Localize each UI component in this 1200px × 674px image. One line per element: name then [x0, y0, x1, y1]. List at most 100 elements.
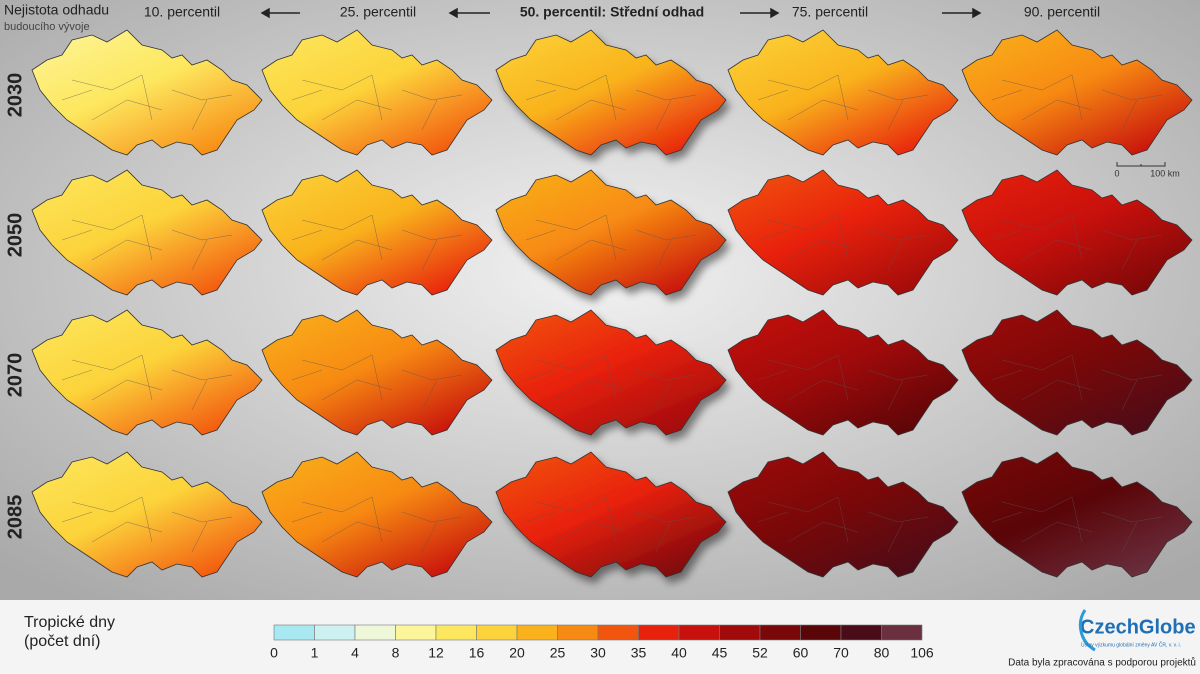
legend-tick-label: 60 — [793, 645, 809, 661]
map-area — [961, 451, 1193, 578]
legend-swatch — [273, 624, 315, 641]
country-map — [495, 169, 727, 296]
region-borders — [757, 74, 929, 131]
country-map — [727, 29, 959, 156]
legend-tick-label: 30 — [590, 645, 606, 661]
column-label: 10. percentil — [144, 4, 220, 20]
country-map — [961, 29, 1193, 156]
legend-swatch — [678, 624, 720, 641]
legend-swatch — [476, 624, 518, 641]
country-map — [961, 169, 1193, 296]
country-map — [727, 309, 959, 436]
legend-tick-label: 4 — [351, 645, 359, 661]
region-borders — [991, 496, 1163, 553]
region-borders — [525, 354, 697, 411]
region-borders — [61, 496, 233, 553]
map-area — [261, 451, 493, 578]
legend-swatch — [435, 624, 477, 641]
legend-tick-label: 20 — [509, 645, 525, 661]
map-area — [31, 451, 263, 578]
map-area — [495, 451, 727, 578]
region-borders — [61, 214, 233, 271]
country-map — [495, 29, 727, 156]
region-borders — [991, 74, 1163, 131]
country-map — [261, 451, 493, 578]
map-area — [961, 169, 1193, 296]
map-area — [31, 169, 263, 296]
region-borders — [291, 214, 463, 271]
map-area — [727, 29, 959, 156]
map-area — [261, 29, 493, 156]
arrows — [260, 7, 982, 19]
country-map — [495, 451, 727, 578]
country-map — [261, 29, 493, 156]
region-borders — [291, 74, 463, 131]
legend-swatch — [516, 624, 558, 641]
map-area — [261, 169, 493, 296]
region-borders — [291, 496, 463, 553]
legend: 0 1 4 8 12 16 20 25 30 35 40 45 52 60 70 80 106 — [270, 624, 934, 661]
logo-arc — [1078, 609, 1096, 652]
region-borders — [525, 214, 697, 271]
legend-swatch — [354, 624, 396, 641]
legend-swatch — [638, 624, 680, 641]
legend-tick-label: 106 — [910, 645, 934, 661]
legend-swatch — [395, 624, 437, 641]
header-subtitle: budoucího vývoje — [4, 21, 90, 33]
legend-swatch — [759, 624, 801, 641]
legend-swatch — [314, 624, 356, 641]
legend-swatch — [557, 624, 599, 641]
map-area — [727, 451, 959, 578]
country-map — [31, 29, 263, 156]
column-label: 75. percentil — [792, 4, 868, 20]
legend-tick-label: 8 — [392, 645, 400, 661]
region-borders — [525, 496, 697, 553]
legend-tick-label: 45 — [712, 645, 728, 661]
region-borders — [757, 496, 929, 553]
legend-tick-label: 40 — [671, 645, 687, 661]
legend-tick-label: 35 — [631, 645, 647, 661]
legend-tick-label: 52 — [752, 645, 768, 661]
map-area — [495, 309, 727, 436]
region-borders — [525, 74, 697, 131]
legend-title: Tropické dny — [24, 614, 115, 631]
scale-start: 0 — [1114, 168, 1119, 178]
map-area — [31, 309, 263, 436]
legend-tick-label: 16 — [469, 645, 485, 661]
scale-end: 100 km — [1150, 168, 1180, 178]
legend-tick-label: 25 — [550, 645, 566, 661]
country-map — [727, 169, 959, 296]
legend-swatch — [597, 624, 639, 641]
legend-swatch — [881, 624, 923, 641]
legend-tick-label: 80 — [874, 645, 890, 661]
legend-subtitle: (počet dní) — [24, 633, 100, 650]
region-borders — [61, 354, 233, 411]
logo-subtitle: Ústav výzkumu globální změny AV ČR, v. v… — [1081, 641, 1181, 648]
map-area — [961, 309, 1193, 436]
map-area — [495, 29, 727, 156]
region-borders — [991, 214, 1163, 271]
map-area — [495, 169, 727, 296]
row-label: 2085 — [4, 495, 26, 540]
country-map — [261, 309, 493, 436]
legend-swatch — [840, 624, 882, 641]
footer-note: Data byla zpracována s podporou projektů — [1008, 657, 1196, 669]
country-map — [961, 451, 1193, 578]
country-map — [31, 451, 263, 578]
region-borders — [291, 354, 463, 411]
row-label: 2070 — [4, 353, 26, 398]
country-map — [31, 309, 263, 436]
column-label: 25. percentil — [340, 4, 416, 20]
logo-name: CzechGlobe — [1080, 616, 1196, 638]
map-area — [727, 309, 959, 436]
map-area — [961, 29, 1193, 156]
map-area — [727, 169, 959, 296]
region-borders — [757, 214, 929, 271]
row-label: 2050 — [4, 213, 26, 258]
legend-tick-label: 1 — [311, 645, 319, 661]
region-borders — [757, 354, 929, 411]
country-map — [961, 309, 1193, 436]
legend-tick-label: 0 — [270, 645, 278, 661]
country-map — [495, 309, 727, 436]
